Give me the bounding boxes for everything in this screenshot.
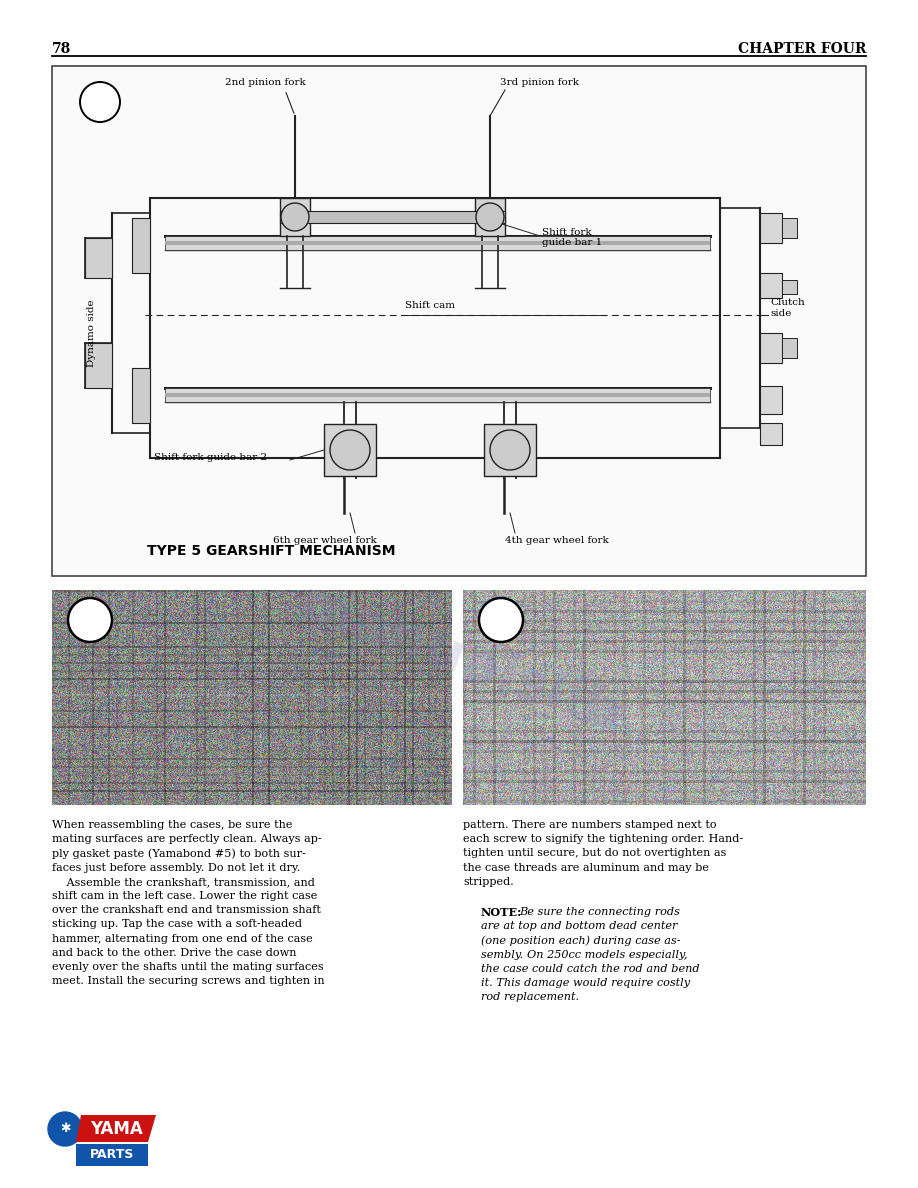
Bar	[165, 388, 710, 402]
Text: 116: 116	[487, 613, 515, 626]
Text: Shift fork
guide bar 1: Shift fork guide bar 1	[542, 228, 602, 247]
Bar	[760, 273, 782, 298]
Text: tighten until secure, but do not overtighten as: tighten until secure, but do not overtig…	[463, 848, 726, 859]
Bar	[76, 1144, 148, 1165]
Circle shape	[68, 598, 112, 642]
Bar	[165, 393, 710, 397]
Bar	[484, 424, 536, 476]
Bar	[720, 208, 760, 428]
Bar	[475, 198, 505, 236]
Text: PARTS: PARTS	[90, 1149, 134, 1162]
Bar	[280, 211, 505, 223]
Text: CHAPTER FOUR: CHAPTER FOUR	[738, 42, 866, 56]
Bar	[165, 236, 710, 249]
Bar	[760, 213, 782, 244]
Text: 115: 115	[76, 613, 104, 626]
Bar	[760, 423, 782, 446]
Text: 113: 113	[87, 95, 113, 108]
Bar	[112, 213, 150, 432]
Text: Dynamo side: Dynamo side	[87, 299, 96, 367]
Text: meet. Install the securing screws and tighten in: meet. Install the securing screws and ti…	[52, 977, 325, 986]
Text: Shift fork guide bar 2: Shift fork guide bar 2	[154, 454, 267, 462]
Text: mating surfaces are perfectly clean. Always ap-: mating surfaces are perfectly clean. Alw…	[52, 834, 321, 845]
Text: sembly. On 250cc models especially,: sembly. On 250cc models especially,	[481, 949, 688, 960]
Text: shift cam in the left case. Lower the right case: shift cam in the left case. Lower the ri…	[52, 891, 318, 901]
Text: faces just before assembly. Do not let it dry.: faces just before assembly. Do not let i…	[52, 862, 300, 873]
Text: pattern. There are numbers stamped next to: pattern. There are numbers stamped next …	[463, 820, 717, 830]
Text: 2nd pinion fork: 2nd pinion fork	[225, 78, 306, 87]
Circle shape	[490, 430, 530, 470]
Text: and back to the other. Drive the case down: and back to the other. Drive the case do…	[52, 948, 297, 958]
Circle shape	[281, 203, 309, 230]
Text: the case threads are aluminum and may be: the case threads are aluminum and may be	[463, 862, 709, 873]
Text: sticking up. Tap the case with a soft-headed: sticking up. Tap the case with a soft-he…	[52, 920, 302, 929]
Bar	[165, 241, 710, 245]
Text: Be sure the connecting rods: Be sure the connecting rods	[519, 906, 680, 917]
Text: 4th gear wheel fork: 4th gear wheel fork	[505, 536, 609, 545]
Text: are at top and bottom dead center: are at top and bottom dead center	[481, 921, 677, 931]
Text: hammer, alternating from one end of the case: hammer, alternating from one end of the …	[52, 934, 313, 943]
Text: Shift cam: Shift cam	[405, 301, 455, 310]
Text: over the crankshaft end and transmission shaft: over the crankshaft end and transmission…	[52, 905, 321, 915]
Text: YAMA: YAMA	[90, 1119, 142, 1137]
Text: ply gasket paste (Yamabond #5) to both sur-: ply gasket paste (Yamabond #5) to both s…	[52, 848, 306, 859]
Bar	[782, 219, 797, 238]
Text: manualslib: manualslib	[290, 576, 630, 744]
Text: the case could catch the rod and bend: the case could catch the rod and bend	[481, 963, 700, 974]
Bar	[85, 238, 112, 278]
Circle shape	[330, 430, 370, 470]
Text: 3rd pinion fork: 3rd pinion fork	[500, 78, 579, 87]
Text: it. This damage would require costly: it. This damage would require costly	[481, 978, 690, 988]
Text: Assemble the crankshaft, transmission, and: Assemble the crankshaft, transmission, a…	[52, 877, 315, 886]
Bar	[52, 67, 866, 576]
Text: stripped.: stripped.	[463, 877, 514, 886]
Text: 78: 78	[52, 42, 72, 56]
Circle shape	[476, 203, 504, 230]
Text: rod replacement.: rod replacement.	[481, 992, 579, 1003]
Bar	[280, 198, 310, 236]
Text: Clutch
side: Clutch side	[770, 298, 805, 317]
Text: TYPE 5 GEARSHIFT MECHANISM: TYPE 5 GEARSHIFT MECHANISM	[147, 544, 396, 558]
Text: 6th gear wheel fork: 6th gear wheel fork	[274, 536, 377, 545]
Polygon shape	[76, 1116, 156, 1142]
Circle shape	[80, 82, 120, 122]
Bar	[782, 280, 797, 293]
Text: ✱: ✱	[60, 1123, 71, 1136]
Circle shape	[48, 1112, 82, 1146]
Text: each screw to signify the tightening order. Hand-: each screw to signify the tightening ord…	[463, 834, 744, 845]
Circle shape	[479, 598, 523, 642]
Text: NOTE:: NOTE:	[481, 906, 522, 918]
Text: (one position each) during case as-: (one position each) during case as-	[481, 935, 680, 946]
Text: evenly over the shafts until the mating surfaces: evenly over the shafts until the mating …	[52, 962, 324, 972]
Bar	[324, 424, 376, 476]
Bar	[760, 333, 782, 364]
Bar	[132, 368, 150, 423]
Bar	[85, 343, 112, 388]
Bar	[760, 386, 782, 413]
Bar	[782, 339, 797, 358]
Bar	[132, 219, 150, 273]
Text: When reassembling the cases, be sure the: When reassembling the cases, be sure the	[52, 820, 293, 830]
